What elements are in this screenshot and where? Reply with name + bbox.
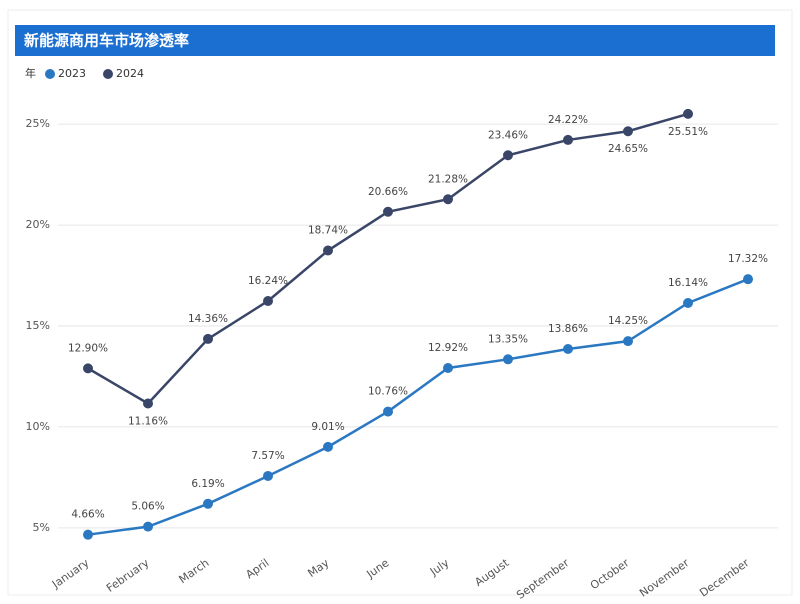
data-label: 6.19% [191,478,224,490]
data-label: 20.66% [368,186,408,198]
data-label: 14.25% [608,315,648,327]
data-label: 16.14% [668,277,708,289]
y-tick-label: 25% [26,117,50,130]
data-point [383,206,393,217]
data-point [683,297,693,308]
data-label: 12.90% [68,342,108,354]
y-tick-label: 20% [26,218,50,231]
legend-marker [45,69,55,79]
data-point [683,108,693,119]
data-point [323,441,333,452]
data-label: 4.66% [71,509,104,521]
series-line [87,278,749,536]
data-point [203,333,213,344]
data-point [143,521,153,532]
data-label: 12.92% [428,342,468,354]
data-point [503,354,513,365]
data-label: 7.57% [251,450,284,462]
data-point [503,150,513,161]
data-label: 16.24% [248,275,288,287]
data-point [323,245,333,256]
data-label: 10.76% [368,386,408,398]
y-tick-label: 10% [26,420,50,433]
data-label: 24.22% [548,114,588,126]
data-label: 24.65% [608,143,648,155]
data-point [203,498,213,509]
data-point [743,274,753,285]
data-label: 25.51% [668,126,708,138]
data-point [563,134,573,145]
legend-marker [103,69,113,79]
chart-title: 新能源商用车市场渗透率 [24,32,189,50]
data-point [83,529,93,540]
data-point [563,344,573,355]
legend-label: 2024 [116,67,144,80]
data-point [443,362,453,373]
data-label: 11.16% [128,415,168,427]
data-point [263,295,273,306]
data-point [143,398,153,409]
data-label: 21.28% [428,173,468,185]
data-point [443,194,453,205]
y-tick-label: 5% [33,521,50,534]
title-bar [15,25,775,56]
data-point [623,126,633,137]
data-point [263,470,273,481]
data-label: 5.06% [131,501,164,513]
data-label: 18.74% [308,225,348,237]
data-point [623,336,633,347]
data-label: 23.46% [488,129,528,141]
data-label: 17.32% [728,253,768,265]
legend-label: 2023 [58,67,86,80]
data-label: 13.86% [548,323,588,335]
data-point [383,406,393,417]
legend-title: 年 [25,66,36,80]
data-label: 9.01% [311,421,344,433]
data-point [83,363,93,374]
data-label: 14.36% [188,313,228,325]
card [7,9,793,596]
y-tick-label: 15% [26,319,50,332]
data-label: 13.35% [488,333,528,345]
